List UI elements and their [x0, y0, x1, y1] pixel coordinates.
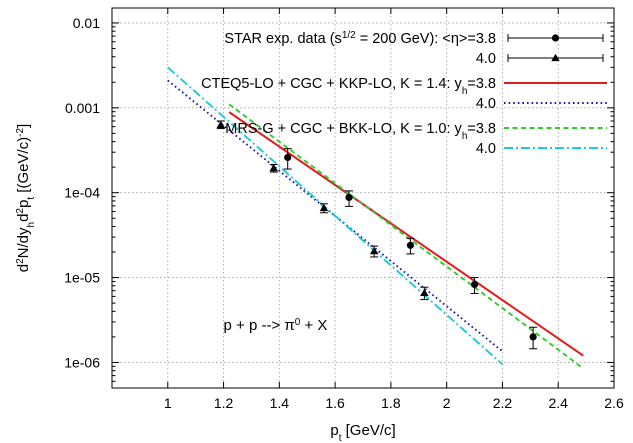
- y-tick-label: 0.01: [73, 15, 100, 31]
- data-point-triangle: [319, 203, 329, 214]
- legend-entry: STAR exp. data (s1/2 = 200 GeV): <η>=3.8: [224, 30, 604, 48]
- x-tick-label: 1.4: [270, 395, 290, 411]
- x-tick-label: 1.6: [325, 395, 345, 411]
- x-tick-label: 2: [443, 395, 451, 411]
- legend-label: MRS-G + CGC + BKK-LO, K = 1.0: yh=3.8: [225, 121, 496, 142]
- axes: 1 1.2 1.4 1.6 1.8 2 2.2 2.4 2.6 1e-06 1e-05 1e-04 0.…: [15, 8, 624, 443]
- legend-label: CTEQ5-LO + CGC + KKP-LO, K = 1.4: yh=3.8: [201, 76, 496, 97]
- data-point-triangle: [420, 286, 429, 301]
- marker-circle: [470, 280, 479, 289]
- y-tick-label: 1e-04: [64, 185, 100, 201]
- data-point-circle: [529, 326, 538, 350]
- data-point-circle: [283, 148, 292, 170]
- marker-triangle: [319, 203, 329, 212]
- legend-label: STAR exp. data (s1/2 = 200 GeV): <η>=3.8: [224, 30, 496, 48]
- data-point-triangle: [216, 120, 225, 130]
- legend: STAR exp. data (s1/2 = 200 GeV): <η>=3.8…: [201, 30, 607, 157]
- data-point-triangle: [369, 245, 379, 258]
- data-point-circle: [470, 277, 479, 294]
- legend-label: 4.0: [476, 141, 496, 157]
- x-axis-title: pt [GeV/c]: [330, 422, 395, 443]
- x-tick-label: 2.2: [493, 395, 513, 411]
- marker-circle: [284, 153, 292, 162]
- plot-frame: [111, 7, 615, 389]
- legend-marker-triangle: [551, 53, 560, 62]
- plot-series: [167, 66, 584, 370]
- legend-label: 4.0: [476, 96, 496, 112]
- legend-entry: MRS-G + CGC + BKK-LO, K = 1.0: yh=3.8: [225, 121, 607, 142]
- marker-circle: [529, 333, 537, 341]
- annotation: p + p --> π0 + X: [224, 317, 328, 335]
- marker-triangle: [420, 288, 429, 297]
- series-line-dashdot: [167, 66, 504, 366]
- marker-triangle: [369, 246, 379, 255]
- data-point-circle: [406, 237, 415, 255]
- grid: [112, 8, 614, 388]
- marker-triangle: [216, 120, 225, 129]
- x-tick-label: 1: [164, 395, 172, 411]
- legend-entry: 4.0: [476, 141, 607, 157]
- legend-marker-circle: [551, 34, 560, 42]
- marker-circle: [345, 193, 353, 202]
- x-tick-label: 1.2: [214, 395, 234, 411]
- data-point-circle: [345, 190, 354, 207]
- x-tick-label: 2.6: [604, 395, 624, 411]
- marker-circle: [406, 241, 415, 249]
- series-line-dashed: [228, 103, 584, 370]
- x-tick-label: 1.8: [381, 395, 401, 411]
- y-tick-label: 1e-05: [64, 270, 100, 286]
- legend-label: 4.0: [476, 51, 496, 67]
- legend-entry: CTEQ5-LO + CGC + KKP-LO, K = 1.4: yh=3.8: [201, 76, 607, 97]
- legend-entry: 4.0: [476, 51, 604, 67]
- marker-triangle: [269, 163, 278, 172]
- legend-entry: 4.0: [476, 96, 607, 112]
- y-tick-label: 1e-06: [64, 354, 100, 370]
- data-point-triangle: [269, 163, 278, 173]
- x-tick-label: 2.4: [548, 395, 568, 411]
- process-annotation: p + p --> π0 + X: [224, 317, 328, 335]
- series-line-dotted: [167, 79, 504, 353]
- y-axis-title: d2N/dyhd2pt [(GeV/c)-2]: [15, 124, 37, 272]
- y-tick-label: 0.001: [65, 100, 100, 116]
